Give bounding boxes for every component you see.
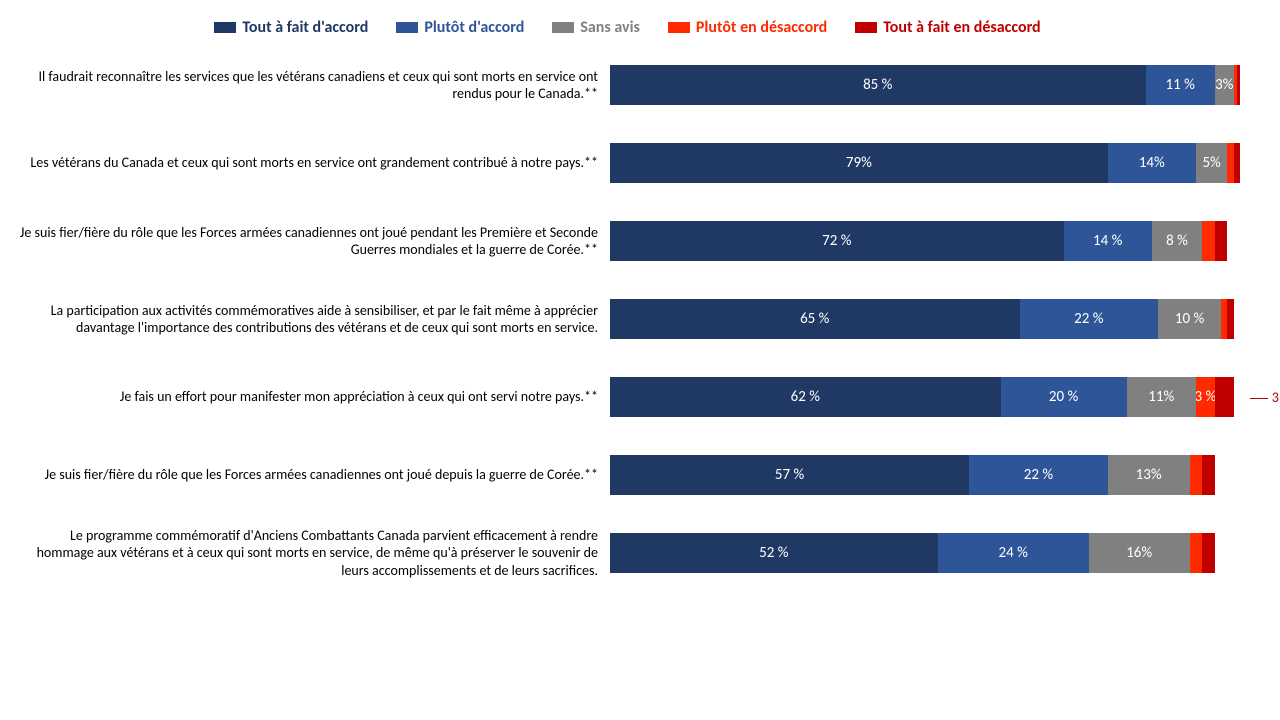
bar-segment: 62 %: [610, 377, 1001, 417]
bar-segment: 13%: [1108, 455, 1190, 495]
legend-swatch: [855, 22, 877, 33]
segment-value: 22 %: [1024, 466, 1053, 484]
row-label: Il faudrait reconnaître les services que…: [15, 68, 610, 103]
bar-segment: 5%: [1196, 143, 1228, 183]
segment-value: 22 %: [1074, 310, 1103, 328]
legend-swatch: [214, 22, 236, 33]
bar: 62 %20 %11%3 %3 %: [610, 377, 1240, 417]
segment-value: 85 %: [863, 76, 892, 94]
segment-value: 24 %: [999, 544, 1028, 562]
segment-value: 14%: [1139, 154, 1165, 172]
row-label: Les vétérans du Canada et ceux qui sont …: [15, 154, 610, 172]
bar-segment: 10 %: [1158, 299, 1221, 339]
segment-value: 11 %: [1165, 76, 1194, 94]
bar: 79% 14% 5%: [610, 143, 1240, 183]
bar-segment: 65 %: [610, 299, 1020, 339]
legend-swatch: [668, 22, 690, 33]
bar: 72 % 14 % 8 %: [610, 221, 1240, 261]
segment-value: 62 %: [791, 388, 820, 406]
segment-value: 3%: [1215, 76, 1233, 94]
legend-label: Sans avis: [580, 18, 640, 37]
segment-value: 79%: [846, 154, 872, 172]
chart-row: Je suis fier/fière du rôle que les Force…: [15, 221, 1240, 261]
chart-row: Je fais un effort pour manifester mon ap…: [15, 377, 1240, 417]
bar-segment: 14%: [1108, 143, 1196, 183]
bar-segment: 79%: [610, 143, 1108, 183]
chart-row: Le programme commémoratif d'Anciens Comb…: [15, 533, 1240, 573]
segment-value: 57 %: [775, 466, 804, 484]
bar-segment: [1215, 377, 1234, 417]
bar-segment: [1237, 65, 1240, 105]
bar-segment: 22 %: [969, 455, 1108, 495]
bar-segment: [1227, 299, 1233, 339]
legend-item: Plutôt en désaccord: [668, 18, 827, 37]
segment-value: 16%: [1126, 544, 1152, 562]
row-label: Je suis fier/fière du rôle que les Force…: [15, 466, 610, 484]
bar-segment: 11 %: [1146, 65, 1215, 105]
legend-label: Tout à fait d'accord: [242, 18, 368, 37]
bar-segment: 52 %: [610, 533, 938, 573]
bar-segment: [1190, 455, 1203, 495]
bar-segment: 16%: [1089, 533, 1190, 573]
callout-leader-line: [1250, 398, 1268, 399]
bar-segment: 8 %: [1152, 221, 1202, 261]
chart-row: La participation aux activités commémora…: [15, 299, 1240, 339]
legend-label: Plutôt en désaccord: [696, 18, 827, 37]
bar: 57 % 22 % 13%: [610, 455, 1240, 495]
chart-row: Je suis fier/fière du rôle que les Force…: [15, 455, 1240, 495]
segment-value: 72 %: [822, 232, 851, 250]
chart-legend: Tout à fait d'accord Plutôt d'accord Sans …: [15, 18, 1240, 37]
bar-segment: [1202, 455, 1215, 495]
segment-value: 20 %: [1049, 388, 1078, 406]
bar-segment: 72 %: [610, 221, 1064, 261]
bar-segment: 3%: [1215, 65, 1234, 105]
bar-segment: [1202, 221, 1215, 261]
bar: 52 % 24 % 16%: [610, 533, 1240, 573]
segment-value: 10 %: [1175, 310, 1204, 328]
legend-item: Plutôt d'accord: [396, 18, 524, 37]
bar: 85 % 11 % 3%: [610, 65, 1240, 105]
legend-item: Sans avis: [552, 18, 640, 37]
bar-segment: 20 %: [1001, 377, 1127, 417]
chart-row: Les vétérans du Canada et ceux qui sont …: [15, 143, 1240, 183]
segment-value: 52 %: [759, 544, 788, 562]
segment-value: 14 %: [1093, 232, 1122, 250]
callout-label: 3 %: [1250, 389, 1280, 406]
stacked-bar-chart: Il faudrait reconnaître les services que…: [15, 65, 1240, 573]
bar-segment: 85 %: [610, 65, 1146, 105]
bar-segment: [1202, 533, 1215, 573]
legend-swatch: [552, 22, 574, 33]
segment-value: 5%: [1202, 154, 1220, 172]
legend-label: Tout à fait en désaccord: [883, 18, 1040, 37]
bar-segment: [1234, 143, 1240, 183]
segment-value: 3 %: [1196, 388, 1215, 406]
bar-segment: 14 %: [1064, 221, 1152, 261]
row-label: La participation aux activités commémora…: [15, 302, 610, 337]
bar: 65 % 22 % 10 %: [610, 299, 1240, 339]
legend-item: Tout à fait en désaccord: [855, 18, 1040, 37]
legend-label: Plutôt d'accord: [424, 18, 524, 37]
bar-segment: [1215, 221, 1228, 261]
bar-segment: [1190, 533, 1203, 573]
bar-segment: 11%: [1127, 377, 1196, 417]
bar-segment: 57 %: [610, 455, 969, 495]
bar-segment: 22 %: [1020, 299, 1159, 339]
row-label: Le programme commémoratif d'Anciens Comb…: [15, 527, 610, 580]
segment-value: 8 %: [1166, 232, 1188, 250]
segment-value: 65 %: [800, 310, 829, 328]
row-label: Je suis fier/fière du rôle que les Force…: [15, 224, 610, 259]
callout-text: 3 %: [1272, 389, 1280, 406]
bar-segment: 24 %: [938, 533, 1089, 573]
legend-item: Tout à fait d'accord: [214, 18, 368, 37]
chart-row: Il faudrait reconnaître les services que…: [15, 65, 1240, 105]
bar-segment: 3 %: [1196, 377, 1215, 417]
row-label: Je fais un effort pour manifester mon ap…: [15, 388, 610, 406]
legend-swatch: [396, 22, 418, 33]
segment-value: 11%: [1148, 388, 1174, 406]
segment-value: 13%: [1136, 466, 1162, 484]
